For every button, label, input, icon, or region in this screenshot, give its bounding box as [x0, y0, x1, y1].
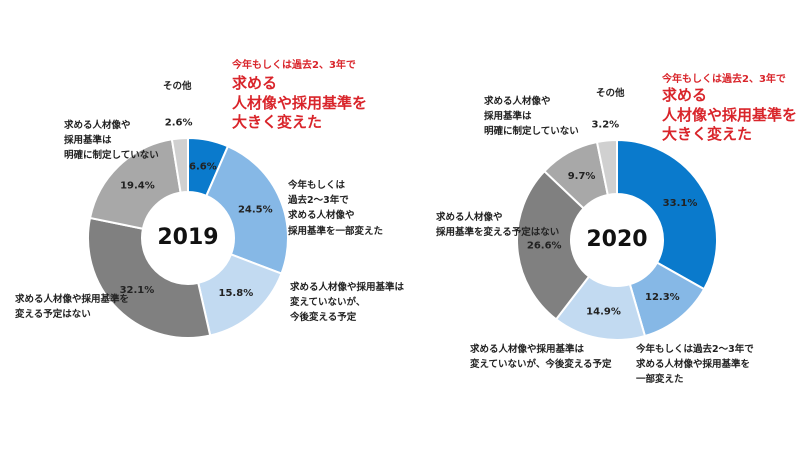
value-label: 3.2% [591, 120, 619, 131]
value-label: 26.6% [527, 241, 562, 252]
category-label: 求める人材像や採用基準を 変える予定はない [15, 294, 130, 321]
highlight-text: 求める 人材像や採用基準を 大きく変えた [662, 86, 798, 143]
value-label: 9.7% [568, 171, 596, 182]
center-label: 2020 [586, 227, 647, 252]
value-label: 6.6% [189, 162, 217, 173]
highlight-lead: 今年もしくは過去2、3年で [662, 74, 786, 85]
category-label: 求める人材像や採用基準は 変えていないが、 今後変える予定 [290, 282, 405, 324]
value-label: 2.6% [165, 117, 193, 128]
value-label: 24.5% [238, 205, 273, 216]
donut-slice [170, 136, 189, 194]
category-label: 求める人材像や 採用基準は 明確に制定していない [64, 120, 159, 162]
category-label: 求める人材像や 採用基準を変える予定はない [436, 212, 560, 239]
value-label: 15.8% [219, 288, 254, 299]
donut-slice [516, 169, 591, 321]
donut-slice [87, 216, 212, 339]
donut-slice [616, 138, 718, 291]
value-label: 12.3% [645, 292, 680, 303]
category-label: 今年もしくは 過去2～3年で 求める人材像や 採用基準を一部変えた [288, 180, 384, 237]
category-label: 求める人材像や採用基準は 変えていないが、今後変える予定 [470, 344, 612, 371]
highlight-lead: 今年もしくは過去2、3年で [232, 60, 356, 71]
donut-slice [205, 144, 289, 275]
value-label: 33.1% [663, 198, 698, 209]
category-label: その他 [163, 81, 192, 92]
value-label: 19.4% [120, 180, 155, 191]
category-label: 今年もしくは過去2～3年で 求める人材像や採用基準を 一部変えた [636, 344, 754, 386]
donut-slice [595, 138, 618, 197]
donut-slice [88, 138, 182, 230]
value-label: 14.9% [586, 307, 621, 318]
category-label: その他 [596, 88, 625, 99]
value-label: 32.1% [120, 285, 155, 296]
category-label: 求める人材像や 採用基準は 明確に制定していない [484, 96, 579, 138]
highlight-text: 求める 人材像や採用基準を 大きく変えた [232, 74, 368, 131]
center-label: 2019 [157, 225, 218, 250]
